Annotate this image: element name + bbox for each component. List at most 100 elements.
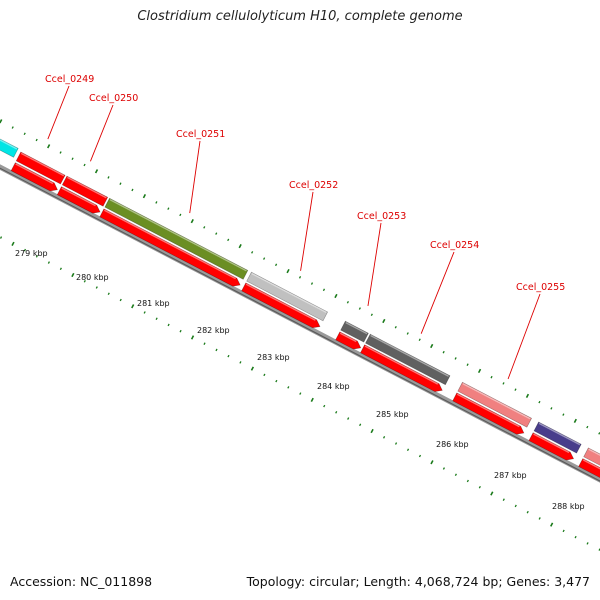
outer-scale-tick	[490, 375, 493, 379]
inner-scale-tick	[203, 342, 206, 345]
gene-block	[61, 175, 109, 207]
inner-scale-tick	[190, 335, 195, 340]
scale-label: 287 kbp	[494, 471, 527, 480]
outer-scale-tick	[47, 144, 51, 149]
gene-block	[246, 271, 329, 322]
gene-block-highlight	[370, 334, 449, 377]
cds-arrow-highlight	[456, 393, 520, 428]
scale-label: 282 kbp	[197, 326, 230, 335]
gene-leader-line	[420, 251, 455, 334]
inner-scale-tick	[382, 436, 386, 439]
cyan-feature-block-highlight	[0, 139, 18, 150]
inner-scale-tick	[167, 323, 170, 327]
inner-scale-tick	[23, 248, 27, 252]
inner-scale-tick	[215, 348, 218, 352]
gene-block-highlight	[20, 152, 65, 177]
gene-label: Ccel_0252	[289, 180, 338, 191]
gene-block	[457, 381, 533, 428]
cyan-feature-block	[0, 138, 19, 158]
outer-scale-tick	[370, 313, 373, 317]
outer-scale-tick	[430, 343, 434, 349]
outer-scale-tick	[251, 251, 254, 254]
inner-scale-tick	[227, 354, 230, 358]
gene-block-highlight	[67, 176, 107, 199]
scale-label: 286 kbp	[436, 440, 469, 449]
outer-scale-tick	[131, 188, 134, 192]
outer-scale-tick	[406, 332, 409, 335]
inner-scale-tick	[406, 448, 410, 452]
genome-backbone	[0, 164, 600, 483]
inner-scale-tick	[143, 311, 146, 314]
cds-arrow-highlight	[61, 187, 96, 207]
inner-scale-tick	[95, 286, 98, 289]
outer-scale-tick	[227, 238, 230, 242]
cds-arrow	[452, 392, 525, 435]
scale-label: 283 kbp	[257, 353, 290, 362]
light-red-feature-block	[583, 447, 600, 466]
inner-scale-tick	[47, 261, 50, 264]
inner-scale-tick	[107, 292, 110, 296]
inner-scale-tick	[478, 485, 481, 489]
gene-label: Ccel_0253	[357, 211, 406, 222]
inner-scale-tick	[562, 529, 565, 533]
gene-block-highlight	[462, 382, 531, 420]
inner-scale-tick	[287, 386, 290, 389]
dark-blue-feature-block	[533, 421, 582, 454]
gene-block-highlight	[251, 272, 327, 314]
outer-scale-tick	[238, 243, 242, 249]
inner-scale-tick	[526, 510, 529, 514]
gene-leader-line	[300, 191, 314, 271]
outer-scale-tick	[83, 163, 86, 167]
inner-scale-tick	[250, 366, 255, 371]
cds-arrow	[10, 162, 58, 192]
outer-scale-tick	[107, 176, 110, 179]
inner-scale-tick	[71, 272, 75, 278]
outer-scale-tick	[286, 268, 290, 274]
outer-scale-tick	[310, 282, 314, 285]
outer-scale-tick	[358, 307, 361, 310]
outer-scale-tick	[0, 119, 3, 124]
outer-scale-tick	[502, 382, 505, 385]
outer-scale-tick	[346, 301, 349, 304]
cds-arrow-highlight	[533, 433, 570, 454]
outer-scale-tick	[382, 318, 386, 324]
cds-arrow	[56, 186, 101, 214]
gene-block	[104, 197, 249, 280]
gene-label: Ccel_0250	[89, 93, 138, 104]
cds-arrow	[528, 432, 575, 461]
genome-backbone-shadow	[0, 167, 600, 482]
outer-scale-tick	[562, 413, 565, 416]
inner-scale-tick	[83, 279, 86, 283]
gene-leader-line	[189, 140, 201, 214]
outer-scale-tick	[142, 194, 147, 199]
inner-scale-tick	[179, 329, 182, 333]
scale-label: 285 kbp	[376, 410, 409, 419]
outer-scale-tick	[442, 350, 445, 354]
outer-scale-tick	[525, 393, 530, 399]
cds-arrow-highlight	[339, 332, 357, 343]
outer-scale-tick	[263, 257, 266, 260]
inner-scale-tick	[370, 428, 374, 434]
cds-arrow	[241, 282, 321, 329]
inner-scale-tick	[574, 535, 577, 539]
outer-scale-tick	[454, 357, 457, 360]
gene-label: Ccel_0249	[45, 74, 94, 85]
cds-arrow	[578, 458, 600, 479]
gene-leader-line	[47, 85, 70, 140]
gene-label: Ccel_0254	[430, 240, 479, 251]
inner-scale-tick	[454, 473, 457, 477]
inner-scale-tick	[586, 542, 589, 545]
inner-scale-tick	[514, 504, 517, 508]
inner-scale-tick	[347, 417, 350, 420]
inner-scale-tick	[394, 442, 398, 445]
gene-block-highlight	[109, 198, 247, 272]
outer-scale-tick	[179, 213, 182, 217]
scale-label: 279 kbp	[15, 249, 48, 258]
outer-scale-tick	[477, 368, 482, 374]
outer-scale-tick	[538, 400, 541, 404]
outer-scale-tick	[586, 425, 589, 429]
outer-scale-tick	[23, 132, 26, 136]
cds-arrow	[360, 344, 443, 392]
outer-scale-tick	[167, 207, 170, 210]
